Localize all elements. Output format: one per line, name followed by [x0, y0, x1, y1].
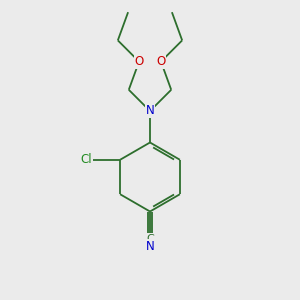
Text: C: C [146, 234, 154, 244]
Text: N: N [146, 239, 154, 253]
Text: O: O [134, 55, 144, 68]
Text: O: O [156, 55, 166, 68]
Text: N: N [146, 104, 154, 118]
Text: Cl: Cl [80, 153, 92, 166]
